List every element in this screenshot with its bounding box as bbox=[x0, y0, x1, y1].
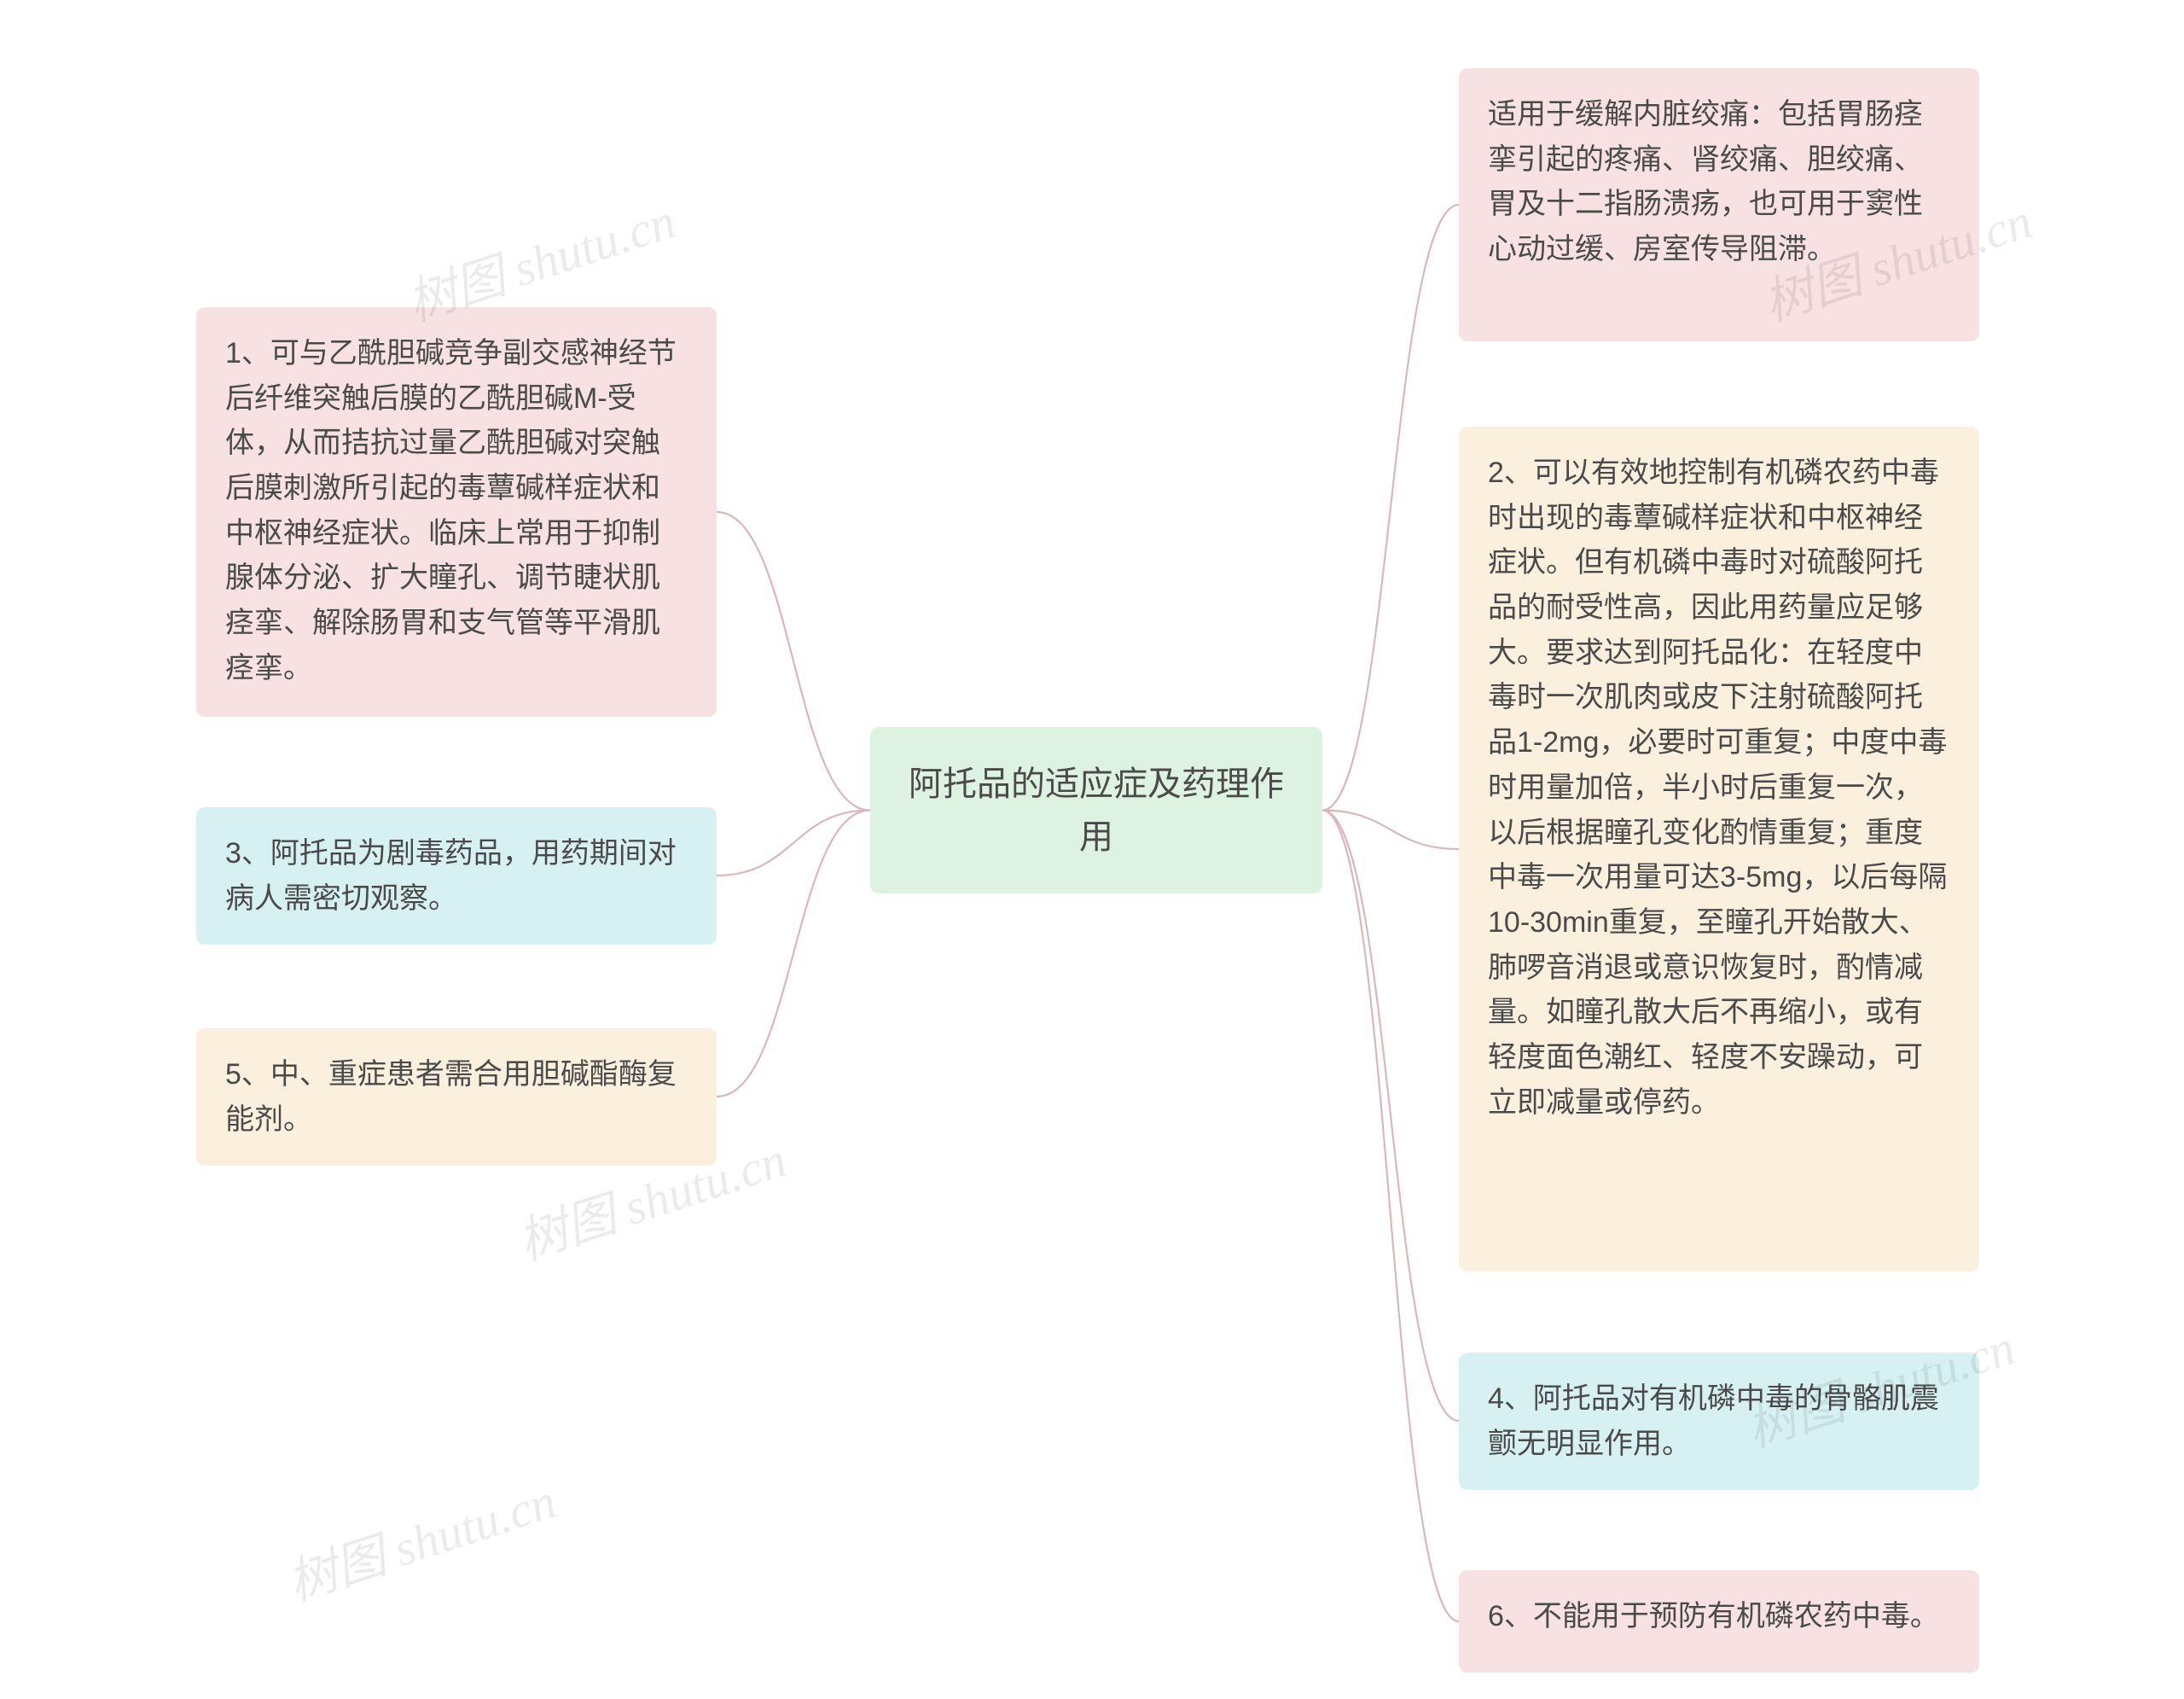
left-node-1-text: 1、可与乙酰胆碱竞争副交感神经节后纤维突触后膜的乙酰胆碱M-受体，从而拮抗过量乙… bbox=[225, 337, 677, 684]
right-node-2-text: 2、可以有效地控制有机磷农药中毒时出现的毒蕈碱样症状和中枢神经症状。但有机磷中毒… bbox=[1488, 457, 1947, 1119]
left-node-3: 3、阿托品为剧毒药品，用药期间对病人需密切观察。 bbox=[196, 807, 717, 945]
center-node: 阿托品的适应症及药理作用 bbox=[870, 727, 1322, 893]
right-node-6: 6、不能用于预防有机磷农药中毒。 bbox=[1459, 1570, 1979, 1673]
right-node-2: 2、可以有效地控制有机磷农药中毒时出现的毒蕈碱样症状和中枢神经症状。但有机磷中毒… bbox=[1459, 427, 1979, 1271]
right-node-top: 适用于缓解内脏绞痛：包括胃肠痉挛引起的疼痛、肾绞痛、胆绞痛、胃及十二指肠溃疡，也… bbox=[1459, 68, 1979, 341]
left-node-3-text: 3、阿托品为剧毒药品，用药期间对病人需密切观察。 bbox=[225, 837, 677, 915]
left-node-5-text: 5、中、重症患者需合用胆碱酯酶复能剂。 bbox=[225, 1058, 677, 1136]
watermark-text: 树图 shutu.cn bbox=[277, 1461, 563, 1615]
right-node-6-text: 6、不能用于预防有机磷农药中毒。 bbox=[1488, 1600, 1939, 1632]
right-node-4-text: 4、阿托品对有机磷中毒的骨骼肌震颤无明显作用。 bbox=[1488, 1382, 1939, 1460]
left-node-1: 1、可与乙酰胆碱竞争副交感神经节后纤维突触后膜的乙酰胆碱M-受体，从而拮抗过量乙… bbox=[196, 307, 717, 717]
center-text: 阿托品的适应症及药理作用 bbox=[899, 758, 1293, 864]
right-node-top-text: 适用于缓解内脏绞痛：包括胃肠痉挛引起的疼痛、肾绞痛、胆绞痛、胃及十二指肠溃疡，也… bbox=[1488, 98, 1923, 265]
right-node-4: 4、阿托品对有机磷中毒的骨骼肌震颤无明显作用。 bbox=[1459, 1353, 1979, 1490]
left-node-5: 5、中、重症患者需合用胆碱酯酶复能剂。 bbox=[196, 1028, 717, 1166]
